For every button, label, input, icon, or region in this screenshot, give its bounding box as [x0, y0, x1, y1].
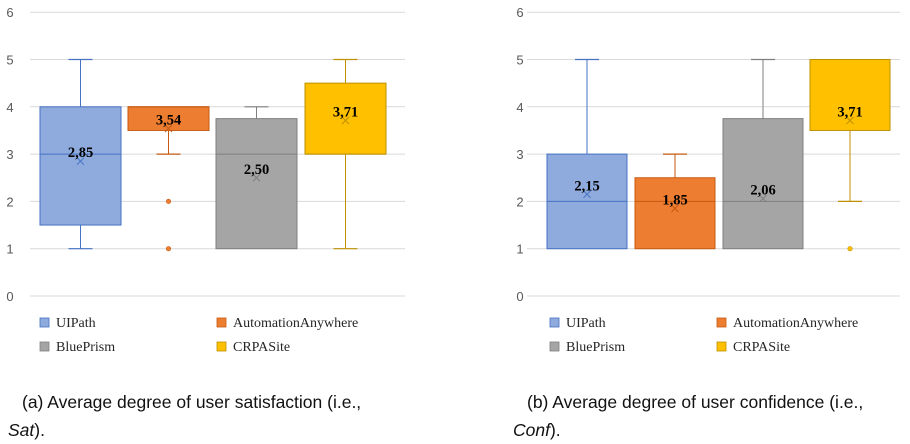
mean-marker [671, 204, 679, 213]
mean-marker [846, 116, 854, 125]
box-body [215, 118, 298, 250]
legend-swatch [716, 317, 727, 328]
legend-label: AutomationAnywhere [233, 316, 358, 331]
outlier-point [166, 246, 172, 252]
legend-swatch [549, 317, 560, 328]
box-AutomationAnywhere: 1,85 [634, 153, 716, 250]
box-body [634, 177, 716, 250]
boxplot-satisfaction: 0 1 2 3 4 5 6 2,85 3,54 2,50 3,71 UIPath AutomationA… [6, 5, 405, 355]
legend-swatch [549, 341, 560, 352]
y-tick-label: 5 [6, 53, 13, 68]
mean-marker [759, 194, 767, 203]
caption-tail: ). [549, 420, 561, 440]
legend-swatch [39, 317, 50, 328]
box-BluePrism: 2,50 [215, 106, 298, 250]
mean-label: 3,71 [333, 105, 358, 121]
chart-panel-satisfaction: 0 1 2 3 4 5 6 2,85 3,54 2,50 3,71 UIPath AutomationA… [0, 0, 430, 444]
caption-metric: Conf [513, 420, 550, 440]
mean-label: 3,71 [837, 105, 862, 121]
y-tick-label: 6 [516, 5, 523, 20]
legend-label: UIPath [56, 316, 96, 331]
mean-label: 2,50 [244, 162, 269, 178]
outlier-point [847, 246, 853, 252]
mean-label: 3,54 [156, 113, 181, 129]
box-body [39, 106, 122, 226]
chart-panel-confidence: 0 1 2 3 4 5 6 2,15 1,85 2,06 3,71 UIPath AutomationA… [490, 0, 910, 444]
caption-line2: Sat). [8, 416, 45, 444]
caption-line1: (b) Average degree of user confidence (i… [527, 392, 864, 412]
y-tick-label: 5 [516, 53, 523, 68]
box-body [809, 59, 891, 131]
legend-swatch [39, 341, 50, 352]
legend-item-UIPath: UIPath [39, 316, 96, 331]
box-body [722, 118, 804, 250]
outlier-point [166, 198, 172, 204]
legend-item-BluePrism: BluePrism [39, 340, 115, 355]
legend-item-BluePrism: BluePrism [549, 340, 625, 355]
y-tick-label: 2 [516, 194, 523, 209]
legend-label: CRPASite [233, 340, 290, 355]
legend-label: AutomationAnywhere [733, 316, 858, 331]
legend-item-CRPASite: CRPASite [216, 340, 290, 355]
mean-marker [76, 157, 85, 166]
y-tick-label: 1 [6, 242, 13, 257]
legend-item-AutomationAnywhere: AutomationAnywhere [716, 316, 858, 331]
box-BluePrism: 2,06 [722, 58, 804, 250]
legend-label: CRPASite [733, 340, 790, 355]
legend-label: BluePrism [566, 340, 625, 355]
caption-line2: Conf). [513, 416, 561, 444]
box-UIPath: 2,85 [39, 58, 122, 250]
y-tick-label: 3 [516, 147, 523, 162]
y-tick-label: 0 [516, 289, 523, 304]
legend-item-CRPASite: CRPASite [716, 340, 790, 355]
legend-item-AutomationAnywhere: AutomationAnywhere [216, 316, 358, 331]
mean-marker [164, 124, 173, 133]
caption-tail: ). [34, 420, 45, 440]
mean-marker [583, 190, 591, 199]
mean-label: 2,06 [750, 183, 775, 199]
mean-label: 2,15 [574, 178, 599, 194]
y-tick-label: 1 [516, 242, 523, 257]
boxplot-confidence: 0 1 2 3 4 5 6 2,15 1,85 2,06 3,71 UIPath AutomationA… [516, 5, 900, 355]
box-CRPASite: 3,71 [304, 58, 387, 250]
legend-swatch [216, 317, 227, 328]
caption-satisfaction: (a) Average degree of user satisfaction … [8, 388, 422, 440]
box-CRPASite: 3,71 [809, 59, 891, 252]
y-tick-label: 2 [6, 194, 13, 209]
mean-marker [341, 116, 350, 125]
legend-swatch [216, 341, 227, 352]
legend-item-UIPath: UIPath [549, 316, 606, 331]
caption-metric: Sat [8, 420, 35, 440]
y-tick-label: 4 [516, 100, 523, 115]
caption-confidence: (b) Average degree of user confidence (i… [513, 388, 910, 440]
legend-swatch [716, 341, 727, 352]
y-tick-label: 3 [6, 147, 13, 162]
mean-label: 2,85 [68, 145, 93, 161]
y-tick-label: 4 [6, 100, 13, 115]
mean-label: 1,85 [662, 192, 687, 208]
y-tick-label: 0 [6, 289, 13, 304]
mean-marker [252, 173, 261, 182]
box-AutomationAnywhere: 3,54 [127, 106, 210, 252]
legend-label: UIPath [566, 316, 606, 331]
box-body [304, 82, 387, 155]
caption-line1: (a) Average degree of user satisfaction … [22, 392, 362, 412]
box-UIPath: 2,15 [546, 58, 628, 250]
legend-label: BluePrism [56, 340, 115, 355]
y-tick-label: 6 [6, 5, 13, 20]
